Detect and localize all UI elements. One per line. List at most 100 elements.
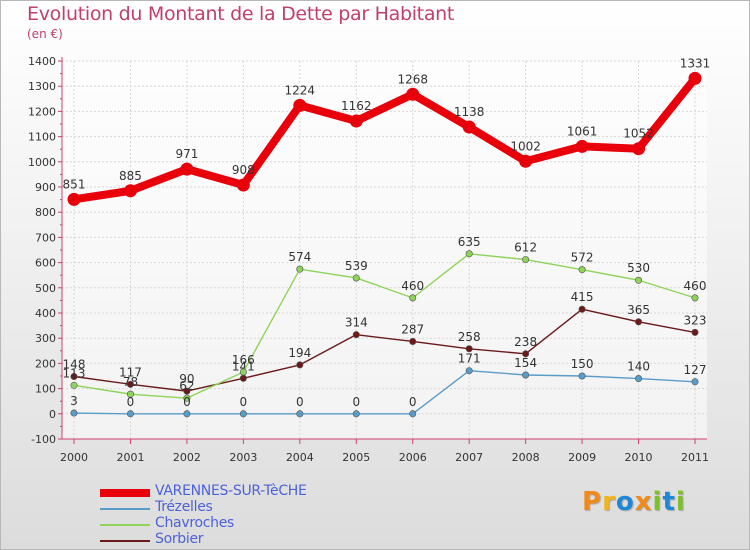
data-label: 971 (175, 147, 198, 161)
data-point (465, 367, 473, 375)
data-label: 574 (288, 250, 311, 264)
data-point (70, 381, 78, 389)
data-point (183, 410, 191, 418)
data-label: 62 (179, 379, 194, 393)
data-label: 1002 (510, 139, 541, 153)
data-label: 612 (514, 241, 537, 255)
x-tick-label: 2008 (512, 451, 540, 464)
data-label: 323 (684, 313, 707, 327)
data-point (183, 394, 191, 402)
y-tick-label: 500 (35, 282, 56, 295)
x-tick-label: 2003 (229, 451, 257, 464)
data-label: 1052 (623, 127, 654, 141)
plot-area (62, 61, 707, 439)
data-point (239, 368, 247, 376)
data-point (239, 374, 247, 382)
data-label: 0 (127, 395, 135, 409)
data-label: 1061 (567, 124, 598, 138)
x-tick-label: 2010 (625, 451, 653, 464)
data-label: 127 (684, 363, 707, 377)
data-point (352, 410, 360, 418)
data-label: 885 (119, 169, 142, 183)
x-tick-label: 2002 (173, 451, 201, 464)
legend-swatch (100, 540, 150, 542)
data-label: 0 (183, 395, 191, 409)
data-point (575, 139, 589, 153)
legend-label: Sorbier (155, 531, 204, 547)
data-point (126, 410, 134, 418)
logo-letter: x (634, 487, 653, 517)
data-point (465, 250, 473, 258)
data-label: 140 (627, 360, 650, 374)
data-point (180, 162, 194, 176)
data-label: 0 (296, 395, 304, 409)
data-point (183, 387, 191, 395)
series-line (73, 253, 696, 399)
data-label: 117 (119, 365, 142, 379)
data-point (296, 410, 304, 418)
data-label: 238 (514, 335, 537, 349)
x-tick-label: 2007 (455, 451, 483, 464)
y-tick-label: 300 (35, 332, 56, 345)
data-point (691, 328, 699, 336)
data-label: 78 (123, 375, 138, 389)
chart-subtitle: (en €) (27, 27, 63, 41)
x-tick-label: 2011 (681, 451, 709, 464)
data-point (578, 372, 586, 380)
data-label: 148 (63, 358, 86, 372)
data-point (70, 373, 78, 381)
data-point (688, 71, 702, 85)
data-label: 530 (627, 261, 650, 275)
data-label: 314 (345, 316, 368, 330)
series-line (73, 308, 696, 392)
data-point (293, 98, 307, 112)
proxiti-logo: Proxiti (582, 487, 686, 517)
data-point (462, 120, 476, 134)
data-label: 1331 (680, 56, 711, 70)
y-tick-label: 400 (35, 307, 56, 320)
data-label: 150 (571, 357, 594, 371)
legend-label: VARENNES-SUR-TèCHE (155, 483, 307, 499)
data-point (409, 337, 417, 345)
data-point (406, 87, 420, 101)
legend-label: Trézelles (155, 499, 213, 515)
data-point (691, 294, 699, 302)
data-point (522, 371, 530, 379)
y-tick-label: 700 (35, 231, 56, 244)
data-point (522, 256, 530, 264)
data-point (296, 265, 304, 273)
data-label: 1224 (285, 83, 316, 97)
data-label: 0 (240, 395, 248, 409)
y-tick-label: 1300 (28, 80, 56, 93)
data-point (409, 294, 417, 302)
data-label: 539 (345, 259, 368, 273)
data-point (635, 318, 643, 326)
data-point (635, 375, 643, 383)
legend-swatch (100, 508, 150, 510)
logo-letter: i (675, 487, 686, 517)
data-point (239, 410, 247, 418)
y-tick-label: 200 (35, 357, 56, 370)
data-point (578, 305, 586, 313)
data-point (126, 390, 134, 398)
data-point (126, 380, 134, 388)
data-label: 635 (458, 235, 481, 249)
data-point (349, 114, 363, 128)
data-point (519, 154, 533, 168)
data-label: 1268 (397, 72, 428, 86)
x-tick-label: 2009 (568, 451, 596, 464)
logo-letter: t (662, 487, 676, 517)
data-point (67, 192, 81, 206)
data-label: 572 (571, 251, 594, 265)
y-tick-label: 100 (35, 383, 56, 396)
data-label: 460 (684, 279, 707, 293)
legend-swatch (100, 524, 150, 526)
data-point (578, 266, 586, 274)
logo-letter: i (652, 487, 663, 517)
data-label: 851 (63, 177, 86, 191)
chart-title: Evolution du Montant de la Dette par Hab… (27, 3, 455, 25)
data-point (691, 378, 699, 386)
data-point (352, 331, 360, 339)
data-label: 1162 (341, 99, 372, 113)
